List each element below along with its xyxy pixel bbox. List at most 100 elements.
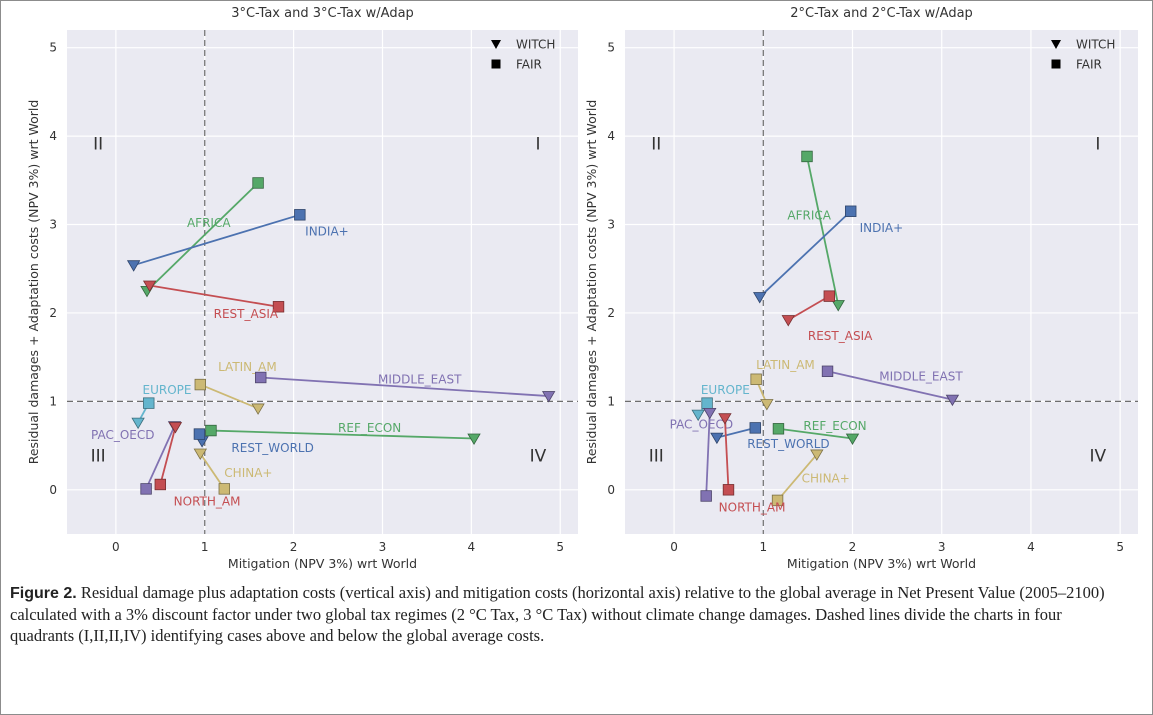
quadrant-label: I: [536, 134, 541, 154]
witch-marker: [142, 280, 157, 293]
x-axis-label: Mitigation (NPV 3%) wrt World: [228, 556, 417, 571]
y-tick-label: 0: [607, 483, 615, 497]
region-label: LATIN_AM: [756, 358, 815, 372]
fair-marker: [194, 378, 207, 391]
witch-marker: [691, 409, 705, 422]
fair-marker: [771, 494, 784, 507]
series-line: [145, 425, 176, 490]
witch-marker: [168, 422, 183, 434]
region-label: MIDDLE_EAST: [378, 372, 462, 386]
chart-title: 3°C-Tax and 3°C-Tax w/Adap: [231, 6, 414, 21]
region-label: PAC_OECD: [670, 417, 734, 431]
series-line: [146, 182, 259, 292]
region-label: INDIA+: [305, 225, 349, 239]
witch-marker: [718, 413, 732, 425]
quadrant-label: III: [649, 446, 664, 466]
fair-marker: [218, 483, 230, 495]
x-tick-label: 5: [556, 540, 564, 554]
region-label: REST_WORLD: [747, 437, 829, 451]
x-tick-label: 5: [1116, 540, 1124, 554]
fair-marker: [823, 290, 836, 302]
caption-text: Residual damage plus adaptation costs (v…: [10, 583, 1105, 645]
witch-marker: [126, 260, 141, 272]
fair-marker: [143, 397, 155, 409]
witch-marker: [760, 399, 774, 411]
region-label: NORTH_AM: [719, 500, 786, 514]
witch-marker: [467, 433, 481, 445]
fair-marker: [845, 205, 857, 217]
fair-marker: [140, 483, 152, 495]
x-tick-label: 3: [938, 540, 946, 554]
chart-title: 2°C-Tax and 2°C-Tax w/Adap: [790, 6, 973, 21]
region-label: NORTH_AM: [174, 494, 241, 508]
legend: WITCH FAIR: [1051, 38, 1115, 72]
legend-fair-marker: [491, 59, 501, 69]
series-line: [199, 453, 226, 490]
x-tick-label: 0: [112, 540, 120, 554]
y-tick-label: 5: [49, 41, 57, 55]
y-tick-label: 2: [607, 306, 615, 320]
series-line: [776, 453, 818, 501]
y-axis-label: Residual damages + Adaptation costs (NPV…: [584, 100, 599, 465]
fair-marker: [700, 490, 712, 502]
fair-marker: [193, 428, 206, 440]
witch-marker: [710, 432, 724, 445]
fair-marker: [294, 209, 306, 221]
fair-marker: [255, 371, 267, 384]
legend-label: FAIR: [516, 58, 542, 72]
fair-marker: [722, 484, 735, 496]
y-tick-label: 3: [49, 218, 57, 232]
witch-marker: [131, 417, 145, 430]
x-tick-label: 0: [670, 540, 678, 554]
quadrant-label: II: [651, 134, 661, 154]
y-tick-label: 1: [607, 394, 615, 408]
y-tick-label: 2: [49, 306, 57, 320]
series-line: [827, 370, 953, 401]
region-label: EUROPE: [143, 383, 192, 397]
region-label: REF_ECON: [338, 421, 401, 435]
region-label: AFRICA: [787, 209, 831, 223]
series-line: [159, 426, 177, 485]
x-tick-label: 3: [379, 540, 387, 554]
witch-marker: [703, 407, 717, 420]
region-label: REST_WORLD: [231, 441, 313, 455]
y-tick-label: 0: [49, 483, 57, 497]
x-tick-label: 2: [849, 540, 857, 554]
witch-marker: [945, 394, 960, 407]
region-label: CHINA+: [224, 466, 272, 480]
fair-marker: [252, 177, 264, 189]
series-line: [787, 295, 830, 321]
fair-marker: [821, 365, 834, 378]
y-axis-label: Residual damages + Adaptation costs (NPV…: [26, 100, 41, 465]
x-tick-label: 1: [201, 540, 209, 554]
plot-area: [625, 30, 1138, 534]
fair-marker: [272, 301, 285, 313]
witch-marker: [251, 403, 265, 415]
witch-marker: [781, 315, 795, 327]
region-label: EUROPE: [701, 383, 750, 397]
series-line: [133, 213, 301, 267]
fair-marker: [154, 478, 167, 491]
series-line: [716, 427, 756, 439]
series-line: [778, 427, 853, 440]
figure-caption: Figure 2. Residual damage plus adaptatio…: [10, 582, 1130, 646]
legend-witch-marker: [1051, 40, 1061, 49]
series-line: [705, 412, 711, 497]
quadrant-label: II: [93, 134, 103, 154]
legend-label: WITCH: [516, 38, 555, 52]
y-tick-label: 4: [49, 129, 57, 143]
region-label: CHINA+: [802, 471, 850, 485]
fair-marker: [772, 423, 785, 435]
y-tick-label: 1: [49, 394, 57, 408]
region-label: INDIA+: [860, 221, 904, 235]
caption-label: Figure 2.: [10, 585, 77, 602]
region-label: REST_ASIA: [214, 307, 279, 321]
region-label: LATIN_AM: [218, 360, 277, 374]
witch-marker: [753, 292, 767, 304]
witch-marker: [831, 300, 845, 312]
fair-marker: [750, 373, 762, 385]
series-line: [210, 429, 475, 440]
